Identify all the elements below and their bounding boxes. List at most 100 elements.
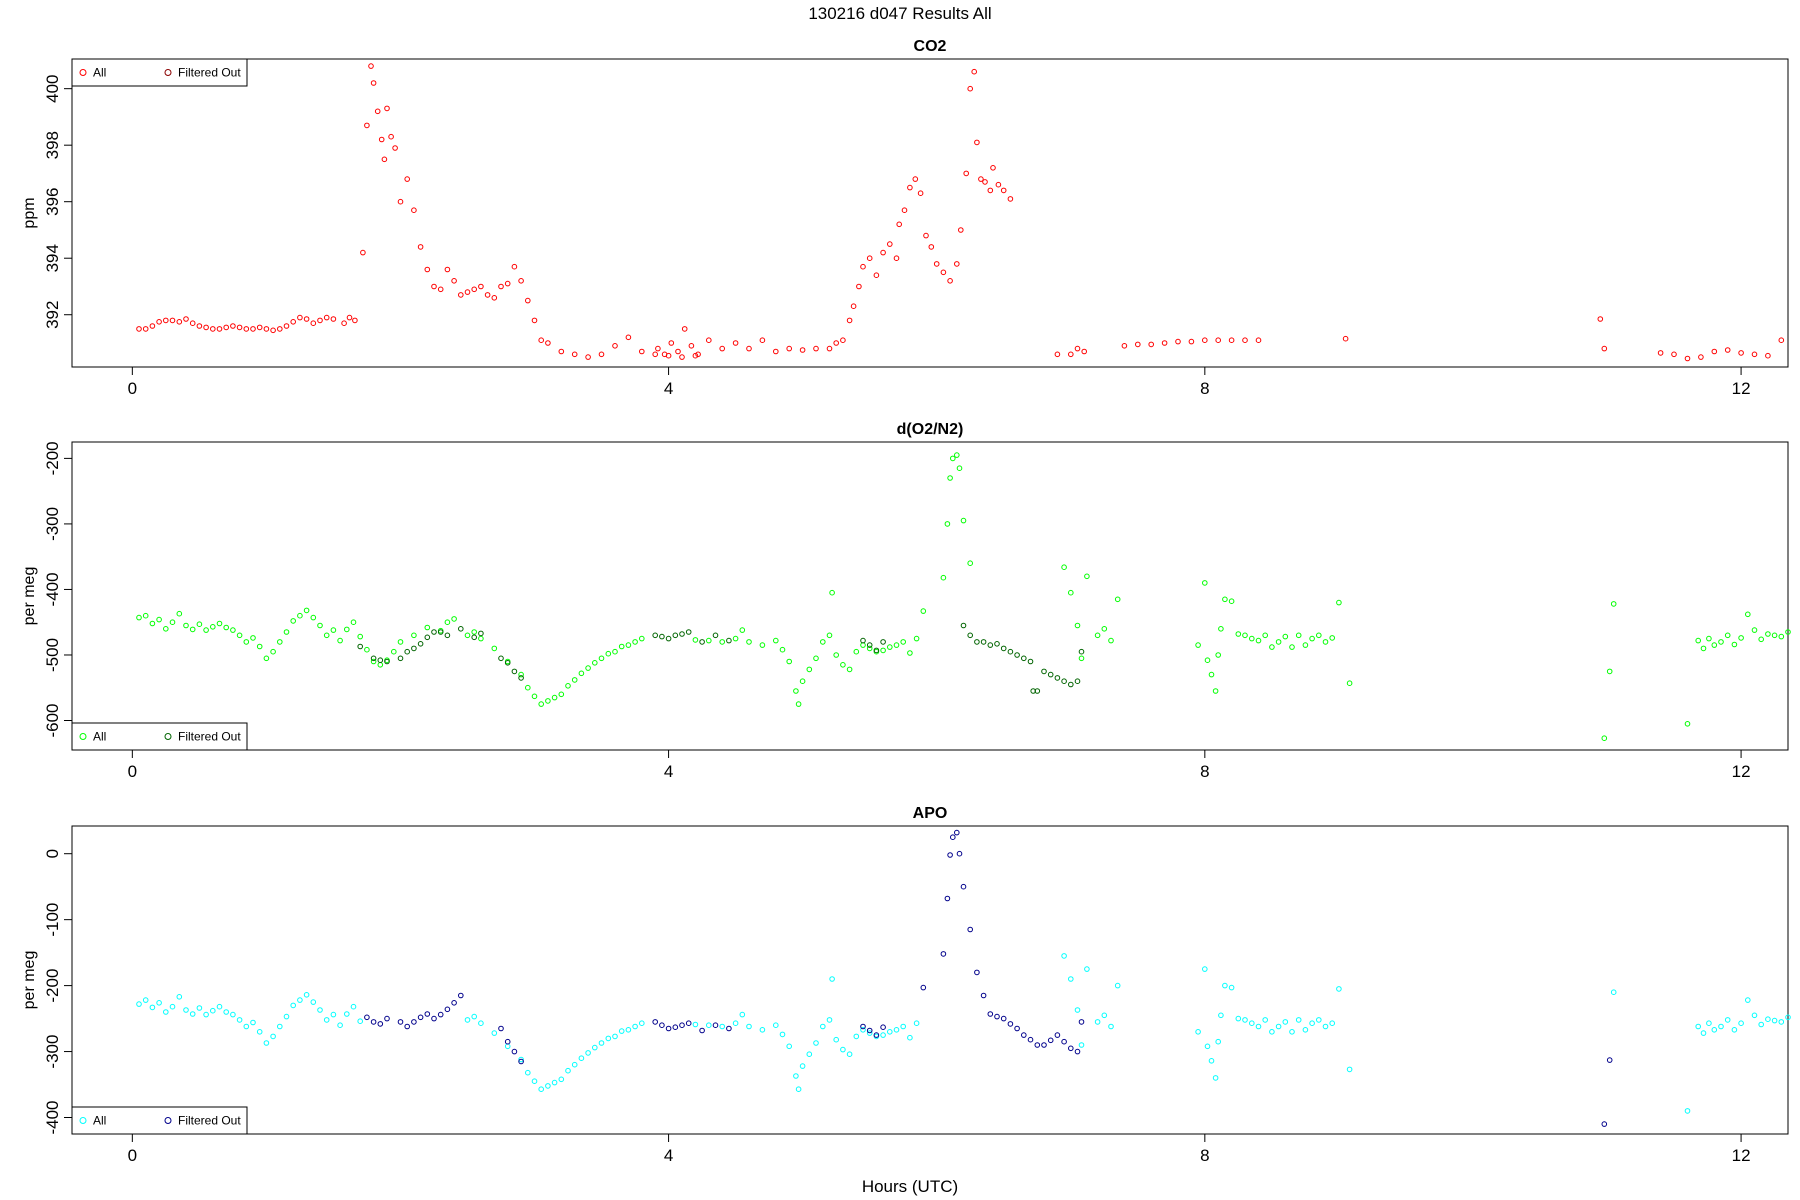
data-point [1269, 1029, 1275, 1035]
data-point [1309, 1020, 1315, 1027]
legend-box [71, 722, 248, 751]
data-point [1021, 655, 1027, 662]
data-point [1316, 1017, 1322, 1023]
data-point [344, 1011, 350, 1017]
data-point [236, 324, 243, 331]
data-point [270, 648, 276, 655]
data-point [1041, 668, 1047, 675]
data-point [297, 612, 303, 619]
data-point [1724, 632, 1731, 639]
data-point [612, 343, 618, 349]
data-point [1068, 976, 1074, 982]
data-point [759, 337, 766, 344]
data-point [1758, 1021, 1764, 1028]
data-point [1014, 1025, 1020, 1032]
data-point [1074, 1007, 1081, 1013]
data-point [458, 992, 464, 999]
data-point [1262, 632, 1268, 639]
data-point [196, 1005, 203, 1011]
data-point [176, 994, 183, 1000]
x-tick-label: 12 [1732, 1146, 1751, 1165]
data-point [995, 181, 1002, 188]
data-point [210, 326, 216, 332]
data-point [1068, 1045, 1074, 1052]
data-point [840, 662, 846, 668]
data-point [956, 465, 963, 472]
data-point [1282, 1019, 1289, 1025]
data-point [987, 1011, 994, 1017]
data-point [712, 632, 719, 639]
data-point [471, 634, 478, 641]
data-point [310, 999, 317, 1005]
data-point [887, 241, 893, 247]
data-point [739, 1011, 746, 1018]
data-point [1684, 721, 1691, 727]
data-point [1346, 1066, 1353, 1073]
data-point [840, 337, 846, 344]
x-tick-label: 4 [664, 379, 673, 398]
data-point [1228, 984, 1235, 991]
data-point [283, 1013, 290, 1020]
data-point [1700, 1030, 1707, 1036]
data-point [538, 1086, 545, 1092]
data-point [1275, 639, 1282, 645]
data-point [290, 319, 297, 325]
data-point [1751, 627, 1758, 633]
legend: All Filtered Out [71, 58, 248, 87]
data-point [163, 317, 169, 324]
data-point [1671, 351, 1677, 358]
data-point [531, 693, 538, 700]
data-point [860, 1027, 866, 1033]
data-point [1084, 966, 1090, 972]
data-point [846, 317, 853, 324]
data-point [531, 1078, 538, 1084]
data-point [297, 997, 303, 1003]
data-point [404, 176, 411, 182]
data-point [1724, 1017, 1731, 1023]
data-point [786, 345, 793, 352]
data-point [779, 646, 786, 653]
panel-1: CO2 0 4 8 12 392 394 396 398 400 ppm All Filtered Ou… [21, 38, 1789, 398]
data-point [1684, 355, 1691, 362]
data-point [1342, 335, 1349, 342]
data-point [639, 635, 645, 642]
data-point [1751, 351, 1758, 358]
data-point [1346, 680, 1353, 687]
y-tick-label: 396 [43, 188, 62, 216]
data-point [142, 997, 149, 1003]
data-point [1000, 187, 1007, 194]
data-point [912, 176, 919, 182]
data-point [712, 1022, 719, 1028]
data-point [236, 1017, 243, 1023]
data-point [1175, 338, 1181, 345]
data-point [352, 317, 358, 324]
data-point [384, 105, 390, 112]
data-point [458, 292, 464, 298]
data-point [913, 635, 920, 642]
data-point [1212, 688, 1219, 694]
data-point [424, 634, 431, 641]
data-point [1027, 658, 1034, 665]
data-point [504, 280, 511, 287]
data-point [1295, 632, 1302, 639]
data-point [639, 348, 645, 355]
data-point [270, 1033, 276, 1040]
x-tick-label: 0 [128, 1146, 137, 1165]
data-point [907, 1034, 913, 1041]
y-tick-label: -300 [43, 1035, 62, 1069]
data-point [1765, 1016, 1771, 1023]
data-point [364, 122, 370, 129]
data-point [971, 68, 978, 75]
data-point [1309, 635, 1315, 642]
data-point [1255, 1023, 1262, 1030]
data-point [880, 1024, 886, 1030]
legend-label: All [93, 730, 106, 744]
data-point [176, 610, 183, 617]
data-point [411, 645, 417, 652]
panel-title: d(O2/N2) [897, 421, 964, 438]
panel-title: APO [913, 805, 948, 822]
data-point [1094, 1019, 1101, 1025]
data-point [746, 1023, 752, 1030]
data-point [850, 303, 857, 310]
data-point [1242, 337, 1248, 344]
